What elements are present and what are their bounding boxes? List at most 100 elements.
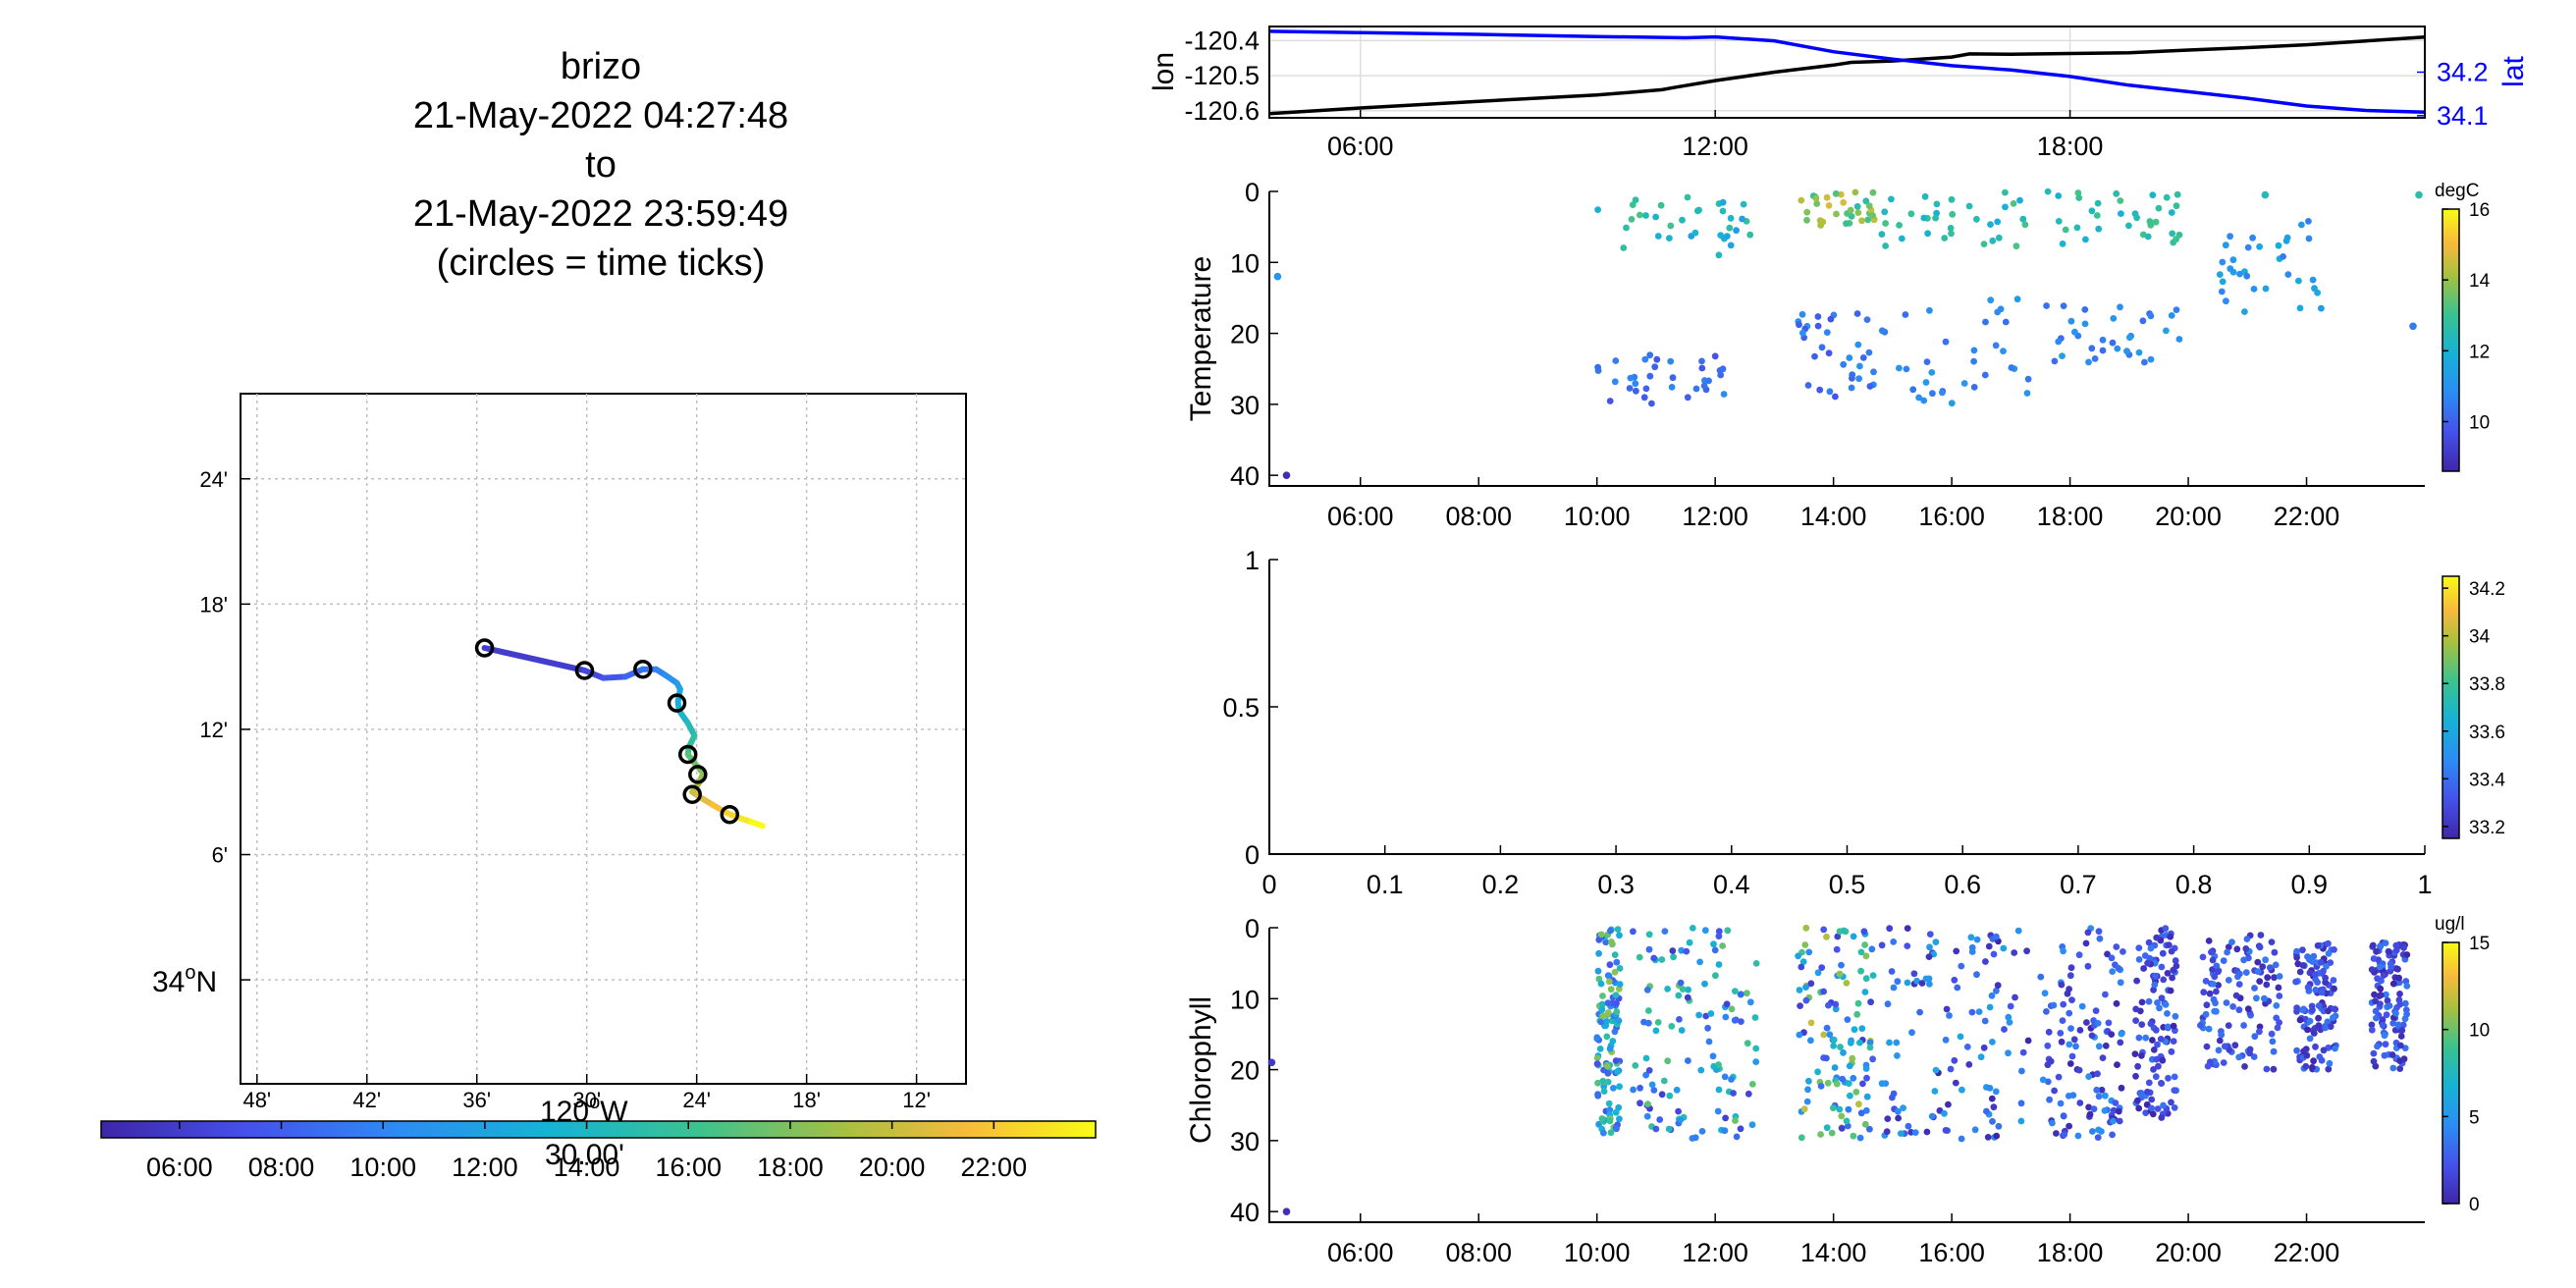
chlorophyll-point — [1664, 1057, 1672, 1065]
chlorophyll-point — [2262, 956, 2270, 964]
chlorophyll-point — [2209, 956, 2217, 964]
chlorophyll-point — [2078, 1002, 2086, 1010]
chlorophyll-point — [2299, 962, 2307, 969]
chlorophyll-point — [1861, 1120, 1869, 1128]
temperature-point — [2013, 295, 2021, 303]
chlorophyll-point — [2167, 987, 2174, 994]
chlorophyll-point — [1613, 1125, 1620, 1133]
title-line: 21-May-2022 04:27:48 — [413, 95, 788, 136]
chlorophyll-point — [2294, 960, 2302, 968]
temperature-point — [2275, 242, 2282, 249]
temperature-point — [2135, 349, 2143, 356]
chlorophyll-point — [1814, 1068, 1821, 1076]
chlorophyll-point — [1752, 1045, 1760, 1052]
chlorophyll-point — [2383, 991, 2389, 998]
chlorophyll-point — [2317, 958, 2325, 966]
chlorophyll-point — [1613, 958, 1621, 966]
chlorophyll-point — [2095, 1043, 2103, 1050]
chlorophyll-point — [2159, 949, 2167, 957]
chlorophyll-point — [2216, 1037, 2224, 1045]
chlorophyll-point — [1931, 1088, 1939, 1095]
temperature-point — [1902, 311, 1909, 318]
chlorophyll-point — [1946, 1012, 1953, 1019]
chlorophyll-point — [2259, 963, 2267, 971]
chlorophyll-point — [2242, 945, 2250, 952]
map-x-tick-label: 42' — [352, 1088, 381, 1112]
chlorophyll-point — [2220, 957, 2227, 964]
chlorophyll-point — [2235, 1053, 2243, 1061]
chlorophyll-point — [2066, 1122, 2073, 1130]
chlorophyll-point — [2142, 1109, 2150, 1116]
chlorophyll-point — [2309, 958, 2316, 965]
chlorophyll-point — [2254, 958, 2262, 966]
temperature-point — [1642, 212, 1649, 219]
temperature-point — [2309, 276, 2317, 284]
chlorophyll-point — [1869, 1055, 1876, 1063]
temperature-point — [2139, 231, 2147, 239]
temperature-point — [1923, 358, 1931, 365]
temperature-point — [1668, 384, 1676, 391]
chlorophyll-point — [2172, 957, 2179, 964]
temperature-point — [2173, 236, 2180, 243]
temperature-point — [1646, 351, 1654, 359]
chlorophyll-point — [2148, 1104, 2156, 1112]
temperature-point — [1921, 192, 1929, 200]
chlorophyll-point — [1632, 1062, 1639, 1069]
chlorophyll-point — [2150, 986, 2158, 993]
chlorophyll-point — [1928, 1112, 1936, 1120]
chlorophyll-point — [1862, 1106, 1870, 1114]
chlorophyll-colorbar-tick-label: 5 — [2469, 1107, 2480, 1128]
temperature-point — [2305, 235, 2313, 242]
chlorophyll-point — [1817, 1131, 1824, 1138]
temperature-point — [1698, 364, 1706, 372]
chlorophyll-point — [2268, 1030, 2276, 1038]
chlorophyll-point — [1796, 1031, 1803, 1039]
chlorophyll-y-tick-label: 10 — [1230, 985, 1260, 1014]
chlorophyll-point — [2263, 981, 2271, 989]
temperature-point — [1882, 220, 1889, 227]
temperature-point — [2284, 271, 2292, 278]
chlorophyll-point — [2274, 1024, 2281, 1032]
chlorophyll-point — [1599, 1012, 1606, 1020]
chlorophyll-point — [1701, 980, 1708, 988]
chlorophyll-x-tick-label: 08:00 — [1445, 1238, 1512, 1267]
chlorophyll-point — [2312, 987, 2320, 993]
chlorophyll-point — [2215, 982, 2223, 989]
chlorophyll-point — [2261, 994, 2268, 1002]
temperature-point — [2139, 317, 2147, 325]
chlorophyll-point — [1958, 1135, 1965, 1143]
chlorophyll-point — [1886, 925, 1894, 933]
chlorophyll-point — [1704, 1024, 1711, 1032]
chlorophyll-point — [2370, 1057, 2378, 1065]
temperature-point — [2229, 256, 2237, 264]
chlorophyll-point — [1852, 1089, 1860, 1096]
chlorophyll-point — [1833, 945, 1841, 953]
temperature-panel: 06:00 08:00 10:00 12:00 14:00 16:00 18:00 20:00… — [1185, 178, 2491, 531]
chlorophyll-point — [1971, 1126, 1979, 1134]
salinity-colorbar — [2442, 575, 2460, 839]
chlorophyll-point — [2394, 1021, 2402, 1029]
chlorophyll-point — [1604, 1069, 1612, 1077]
chlorophyll-point — [1607, 986, 1615, 993]
chlorophyll-point — [2225, 977, 2232, 984]
chlorophyll-point — [1878, 1080, 1886, 1088]
temperature-point — [1832, 393, 1839, 401]
temperature-point — [1896, 364, 1903, 372]
chlorophyll-point — [1721, 1073, 1729, 1081]
chlorophyll-point — [1807, 980, 1815, 988]
chlorophyll-point — [2325, 1065, 2333, 1073]
temperature-y-tick-label: 0 — [1245, 178, 1260, 207]
temperature-point — [2091, 355, 2099, 362]
chlorophyll-point — [2168, 1047, 2175, 1055]
chlorophyll-point — [2153, 934, 2161, 941]
chlorophyll-point — [1613, 1008, 1621, 1015]
chlorophyll-point — [2266, 964, 2274, 971]
chlorophyll-point — [2089, 1128, 2096, 1135]
temperature-point — [1727, 242, 1735, 249]
chlorophyll-point — [1883, 1128, 1891, 1136]
chlorophyll-point — [2068, 996, 2075, 1003]
time-tick-circle — [633, 659, 653, 679]
chlorophyll-point — [1989, 1117, 1996, 1125]
chlorophyll-point — [2271, 974, 2278, 982]
chlorophyll-point — [2167, 933, 2174, 940]
